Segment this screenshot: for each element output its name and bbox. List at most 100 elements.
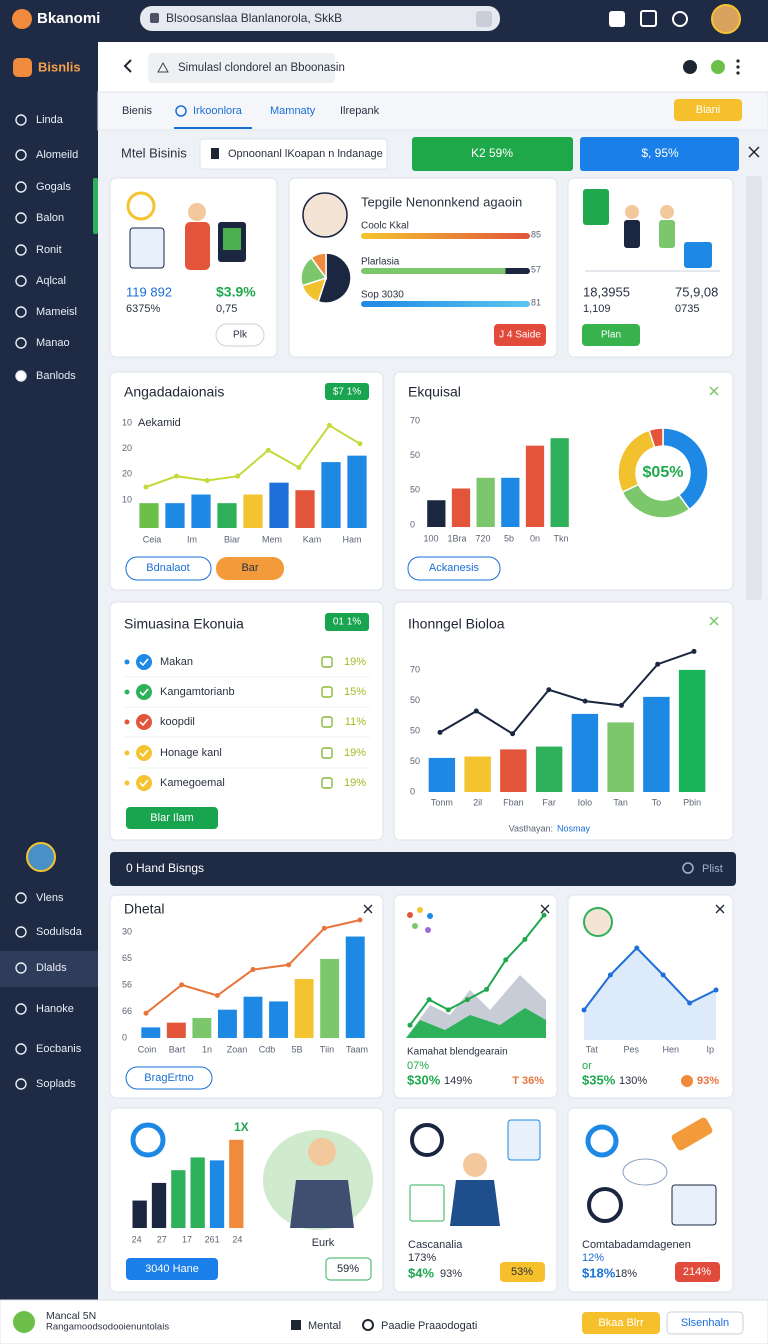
hills	[406, 1008, 546, 1038]
nav-item[interactable]: Linda	[36, 114, 64, 126]
card-button[interactable]	[675, 1262, 720, 1282]
footer-avatar[interactable]	[13, 1311, 35, 1333]
footnote-link[interactable]: Nosmay	[557, 823, 591, 833]
nav-icon	[15, 926, 27, 938]
footer-link[interactable]: Mental	[308, 1320, 341, 1332]
x-tick-label: 17	[182, 1234, 192, 1244]
decoration	[427, 913, 433, 919]
close[interactable]	[540, 904, 550, 914]
green-button[interactable]	[412, 137, 573, 171]
section-search[interactable]: Plist	[702, 863, 723, 875]
point	[357, 917, 363, 923]
footer-link[interactable]: Paadie	[381, 1320, 415, 1332]
search-box[interactable]	[199, 138, 388, 170]
gear-icon[interactable]	[683, 60, 697, 74]
tab[interactable]: Bienis	[122, 105, 152, 117]
nav-item[interactable]: Vlens	[36, 892, 64, 904]
card-button[interactable]	[500, 1262, 545, 1282]
check-box	[321, 686, 333, 698]
x-tick-label: Ip	[706, 1044, 714, 1054]
nav-item[interactable]: Ronit	[36, 244, 62, 256]
nav-icon	[15, 337, 27, 349]
x-tick-label: Im	[187, 534, 197, 544]
status-icon[interactable]	[711, 60, 725, 74]
icon-cart[interactable]	[609, 11, 625, 27]
panel-button[interactable]	[407, 556, 501, 581]
nav-item[interactable]: Aqlcal	[36, 275, 66, 287]
tab[interactable]: Mamnaty	[270, 105, 316, 117]
tab-button[interactable]	[674, 99, 742, 121]
list-label: Kamegoemal	[160, 777, 225, 789]
x-tick-label: Tonm	[431, 797, 453, 807]
nav-item[interactable]: Alomeild	[36, 149, 78, 161]
scrollbar[interactable]	[746, 176, 762, 600]
nav-item[interactable]: Soplads	[36, 1078, 76, 1090]
x-tick-label: Tiin	[320, 1044, 334, 1054]
nav-icon	[15, 244, 27, 256]
blue-button[interactable]	[580, 137, 739, 171]
card-button[interactable]	[494, 324, 546, 346]
stat-sub: 6375%	[126, 303, 160, 315]
illustration	[660, 205, 674, 219]
sidebar-avatar[interactable]	[26, 842, 56, 872]
card-button[interactable]	[215, 323, 265, 347]
bar	[550, 438, 569, 527]
stat-sub: 0735	[675, 303, 699, 315]
footer-button[interactable]	[582, 1312, 660, 1334]
point	[204, 477, 210, 483]
home-icon[interactable]	[157, 61, 169, 73]
nav-icon	[15, 114, 27, 126]
close[interactable]	[715, 904, 725, 914]
panel-button[interactable]	[126, 1258, 218, 1280]
panel-button[interactable]	[216, 557, 284, 580]
nav-item[interactable]: Gogals	[36, 181, 71, 193]
point	[660, 972, 666, 978]
clear-button[interactable]	[476, 11, 492, 27]
icon-settings[interactable]	[672, 11, 688, 27]
tab[interactable]: Ilrepank	[340, 105, 380, 117]
x-tick-label: 5b	[504, 533, 514, 543]
nav-item[interactable]: Banlods	[36, 370, 76, 382]
icon-notify[interactable]	[640, 10, 657, 27]
bar	[165, 503, 185, 528]
illustration	[185, 222, 210, 270]
footer-button[interactable]	[666, 1311, 744, 1335]
badge[interactable]	[325, 1257, 372, 1281]
check	[139, 658, 149, 667]
panel-button[interactable]	[126, 807, 218, 829]
back-button[interactable]	[123, 59, 132, 73]
avatar[interactable]	[711, 4, 741, 34]
panel-button[interactable]	[125, 1066, 213, 1090]
nav-item[interactable]: Sodulsda	[36, 926, 83, 938]
point	[541, 912, 547, 918]
footer-link[interactable]: Praaodogati	[418, 1320, 477, 1332]
point	[510, 731, 516, 737]
nav-item[interactable]: Mameisl	[36, 306, 77, 318]
list-label: Makan	[160, 656, 193, 668]
illustration	[684, 242, 712, 268]
nav-item[interactable]: Eocbanis	[36, 1043, 82, 1055]
nav-item[interactable]: Balon	[36, 212, 64, 224]
x-tick-label: Cdb	[259, 1044, 276, 1054]
illustration	[624, 220, 640, 248]
close[interactable]	[709, 386, 719, 396]
url-bar[interactable]	[140, 6, 500, 31]
nav-item[interactable]: Dlalds	[36, 962, 67, 974]
close[interactable]	[709, 616, 719, 626]
illustration	[585, 1124, 619, 1158]
nav-item[interactable]: Hanoke	[36, 1003, 74, 1015]
search-icon[interactable]	[682, 862, 694, 874]
tab[interactable]: Irkoonlora	[193, 105, 243, 117]
close[interactable]	[748, 146, 760, 158]
point	[250, 967, 256, 973]
stat: $35%	[582, 1072, 616, 1087]
card-button[interactable]	[582, 324, 640, 346]
illustration	[450, 1180, 500, 1226]
panel-button[interactable]	[125, 556, 212, 581]
menu[interactable]	[736, 59, 740, 63]
nav-item[interactable]: Manao	[36, 337, 70, 349]
check-box	[321, 777, 333, 789]
close[interactable]	[363, 904, 373, 914]
x-tick-label: 5B	[291, 1044, 302, 1054]
